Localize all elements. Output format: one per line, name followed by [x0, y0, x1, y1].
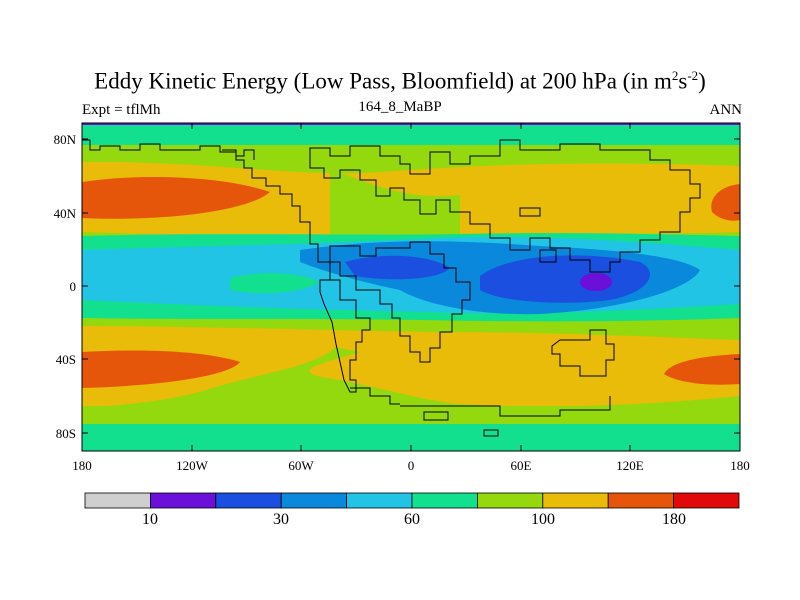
case-label: 164_8_MaBP	[358, 99, 442, 115]
colorbar-box	[411, 492, 478, 509]
x-tick-label: 180	[730, 458, 750, 473]
y-tick-label: 40S	[56, 352, 76, 367]
contour-field	[82, 123, 740, 451]
coastlines	[82, 139, 701, 437]
australia-outline	[551, 329, 615, 377]
x-axis: 180 120W 60W 0 60E 120E 180	[72, 123, 750, 473]
africa-outline	[329, 241, 471, 363]
x-tick-label: 60E	[511, 458, 532, 473]
island-outline-b	[483, 429, 499, 437]
colorbar-box	[476, 492, 544, 509]
y-tick-label: 40N	[54, 206, 77, 221]
colorbar-box	[673, 492, 740, 509]
x-tick-label: 180	[72, 458, 92, 473]
x-tick-label: 0	[408, 458, 415, 473]
contour-europe-greenish	[330, 168, 460, 240]
contour-south-gold-band	[82, 325, 740, 407]
y-tick-label: 80N	[54, 132, 77, 147]
contour-south-indian-jet	[664, 354, 740, 385]
contour-minimum-purple	[580, 273, 612, 291]
colorbar-box	[215, 492, 282, 509]
x-tick-label: 120W	[176, 458, 209, 473]
south-america-outline	[319, 279, 371, 393]
colorbar-box	[280, 492, 348, 509]
colorbar-label: 30	[273, 511, 289, 528]
contour-indian-ocean-blue	[480, 255, 650, 303]
eurasia-outline	[309, 139, 701, 273]
colorbar-box	[84, 492, 151, 509]
y-axis: 80N 40N 0 40S 80S	[54, 132, 740, 441]
antarctic-rim-outline	[400, 396, 611, 417]
x-tick-label: 60W	[288, 458, 314, 473]
colorbar-box	[542, 492, 609, 509]
contour-north-east-jet	[711, 184, 740, 221]
colorbar	[84, 492, 740, 509]
x-tick-label: 120E	[616, 458, 644, 473]
experiment-label: Expt = tflMh	[82, 102, 161, 118]
contour-south-yellowgreen	[82, 406, 740, 424]
colorbar-label: 100	[531, 511, 555, 528]
north-america-outline	[82, 139, 331, 280]
colorbar-box	[607, 492, 675, 509]
y-tick-label: 0	[70, 279, 77, 294]
contour-north-pole	[82, 123, 740, 145]
contour-south-pacific-jet	[82, 350, 240, 388]
island-outline-a	[423, 411, 449, 421]
arctic-islands-outline	[222, 149, 255, 160]
colorbar-labels: 10 30 60 100 180	[142, 511, 686, 528]
asia-islands-outline	[519, 207, 557, 263]
contour-africa-blue	[345, 255, 450, 280]
y-tick-label: 80S	[56, 426, 76, 441]
colorbar-label: 180	[662, 511, 686, 528]
contour-north-pacific-jet	[82, 177, 270, 219]
season-label: ANN	[709, 102, 743, 118]
colorbar-box	[149, 492, 217, 509]
colorbar-box	[346, 492, 413, 509]
colorbar-label: 60	[404, 511, 420, 528]
map-title: Eddy Kinetic Energy (Low Pass, Bloomfiel…	[94, 68, 706, 94]
contour-atlantic-green	[230, 273, 320, 294]
south-america-tip-outline	[350, 387, 400, 405]
colorbar-label: 10	[142, 511, 158, 528]
